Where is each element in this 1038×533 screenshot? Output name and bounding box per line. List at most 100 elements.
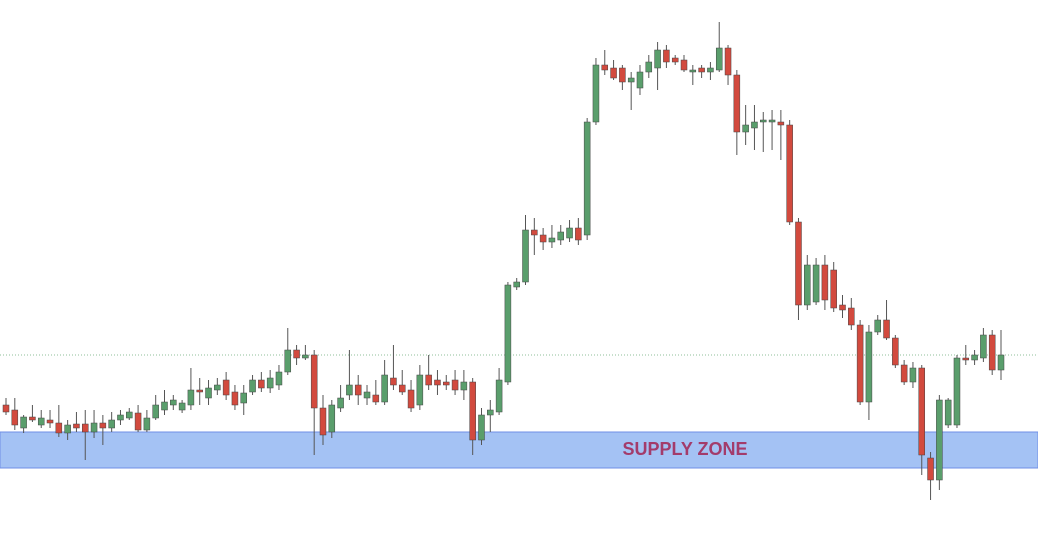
candle-body [724,47,732,76]
candle-body [539,234,547,243]
candle-body [654,49,661,69]
candle-body [768,119,776,123]
candle-body [81,423,89,433]
candle-body [795,221,802,306]
candle-body [733,74,741,133]
candle-body [73,423,80,429]
candle-body [152,404,159,419]
candle-body [161,401,168,411]
candle-body [707,67,714,73]
candle-body [698,67,705,73]
candle-body [575,227,582,241]
candle-body [645,61,653,73]
candle-body [566,227,573,239]
candle-body [865,331,873,403]
candle-body [302,354,309,359]
candles [2,22,1005,500]
candle-body [627,77,635,83]
candle-body [284,349,292,373]
candle-body [513,281,520,288]
candle-body [522,229,529,283]
candle-body [231,391,239,406]
candle-body [548,237,556,243]
candle-body [830,269,837,309]
candle-body [381,374,388,403]
candle-body [504,284,512,383]
candle-body [883,319,890,339]
candle-body [372,394,380,403]
candle-body [715,47,723,71]
candle-body [55,422,63,434]
candle-body [874,319,881,333]
candle-body [214,384,221,391]
candle-body [196,389,203,393]
candle-body [804,264,811,306]
candle-body [187,389,195,406]
candle-body [892,337,899,366]
candle-body [936,399,943,481]
candle-body [443,381,450,386]
candle-body [619,67,626,83]
candle-body [134,412,142,431]
candle-body [249,379,256,393]
candle-body [11,409,19,426]
candle-body [20,416,27,429]
candle-body [971,354,978,361]
zone-label: SUPPLY ZONE [622,439,747,459]
candle-body [99,422,107,429]
candle-body [37,417,45,426]
candle-body [46,419,54,424]
candle-body [222,379,230,396]
candle-body [962,357,970,361]
candle-body [680,59,688,71]
candle-body [601,64,609,71]
candle-body [988,334,996,371]
candle-body [398,384,406,393]
candle-body [328,404,336,433]
candle-body [742,124,749,133]
candle-body [786,124,793,223]
candle-body [64,424,71,434]
candle-body [108,419,115,429]
candle-body [909,367,917,383]
candle-body [980,334,987,359]
candle-body [610,67,617,79]
candle-body [900,364,908,383]
candle-body [2,404,10,413]
candle-body [205,387,212,399]
candle-body [583,121,591,236]
candle-body [918,367,926,456]
candle-body [953,357,961,426]
candle-body [266,377,274,389]
candle-body [487,409,494,416]
candle-body [944,399,952,426]
candle-body [997,354,1005,371]
candle-body [460,381,468,391]
candle-body [337,397,344,409]
candle-body [927,457,934,481]
candle-body [689,69,697,73]
candle-body [354,384,362,396]
candle-body [258,379,265,389]
candle-body [812,264,820,303]
candle-body [126,411,133,419]
candle-body [275,371,283,386]
candle-body [319,407,327,436]
candle-body [592,64,600,123]
candle-body [434,379,441,386]
candle-body [557,231,564,241]
candle-body [751,121,758,129]
candle-body [848,307,855,326]
candle-body [777,121,785,126]
candle-body [469,381,476,441]
candle-body [363,391,371,399]
candle-body [451,379,459,391]
candle-body [478,414,485,441]
candle-body [346,384,353,396]
candle-body [143,417,151,431]
candle-body [240,392,247,404]
candle-body [760,119,767,123]
candle-body [170,399,177,406]
